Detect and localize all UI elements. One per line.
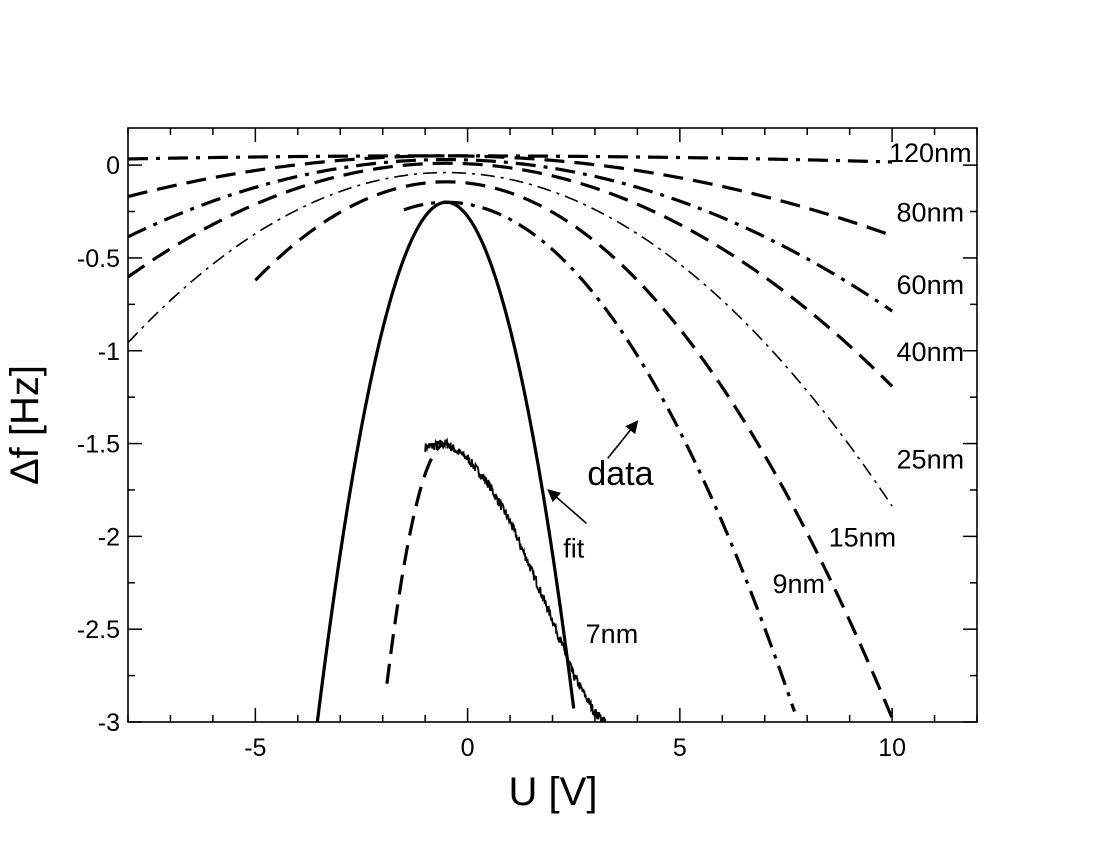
y-tick-label: -0.5 — [77, 245, 120, 273]
y-axis-title: Δf [Hz] — [3, 365, 47, 485]
y-tick-label: -2 — [98, 523, 120, 551]
x-tick-label: 10 — [878, 734, 906, 762]
series-line-25nm — [128, 171, 893, 507]
annotation-120nm: 120nm — [889, 138, 972, 168]
x-tick-label: 5 — [673, 734, 687, 762]
annotation-9nm: 9nm — [772, 569, 825, 599]
annotation-60nm: 60nm — [897, 270, 965, 300]
annotation-40nm: 40nm — [897, 337, 965, 367]
series-line-9nm — [403, 200, 796, 713]
x-tick-label: -5 — [244, 734, 266, 762]
y-tick-label: -3 — [98, 709, 120, 737]
y-tick-label: -1 — [98, 338, 120, 366]
annotation-7nm: 7nm — [586, 619, 639, 649]
series-line-40nm — [128, 161, 894, 388]
x-tick-label: 0 — [461, 734, 475, 762]
x-axis-title: U [V] — [509, 770, 598, 814]
annotation-15nm: 15nm — [829, 522, 897, 552]
series-line-120nm — [128, 154, 893, 164]
ticks-layer: -5 0 5 10 0 -0.5 -1 -1.5 -2 -2.5 -3 — [77, 128, 978, 762]
annotation-fit: fit — [563, 534, 585, 564]
series-layer — [128, 154, 894, 722]
series-line-80nm — [128, 154, 893, 238]
series-line-fit — [315, 200, 576, 722]
series-line-data — [424, 437, 607, 722]
series-line-60nm — [128, 157, 893, 313]
plot-frame — [127, 127, 978, 723]
annotation-arrow — [607, 420, 639, 459]
y-tick-label: -1.5 — [77, 431, 120, 459]
series-line-7nm — [385, 441, 447, 684]
annotation-25nm: 25nm — [897, 444, 965, 474]
annotation-80nm: 80nm — [897, 198, 965, 228]
annotation-data: data — [587, 455, 653, 493]
series-line-15nm — [254, 180, 894, 719]
y-tick-label: -2.5 — [77, 616, 120, 644]
y-tick-label: 0 — [106, 152, 120, 180]
annotation-arrow — [547, 489, 587, 524]
